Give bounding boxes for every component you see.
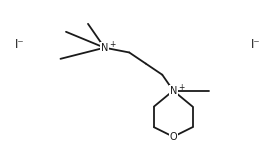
Text: +: + <box>109 40 116 49</box>
Text: O: O <box>169 132 177 142</box>
Text: N: N <box>170 86 177 96</box>
Text: +: + <box>178 83 184 92</box>
Text: N: N <box>101 43 108 53</box>
Text: I⁻: I⁻ <box>251 38 261 51</box>
Text: I⁻: I⁻ <box>15 38 24 51</box>
